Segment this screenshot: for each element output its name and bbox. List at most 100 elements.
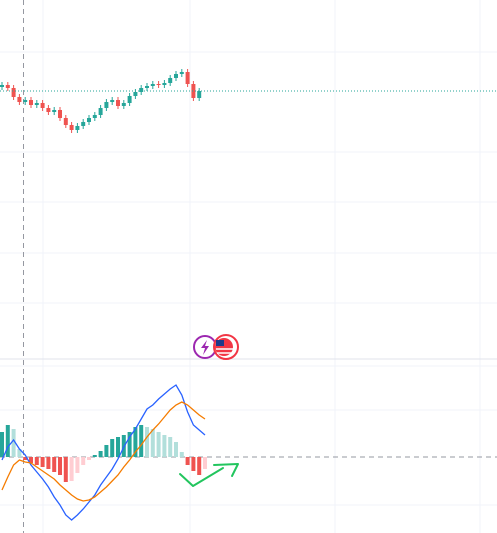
- histogram-bar: [58, 457, 62, 475]
- histogram-bar: [29, 457, 33, 463]
- histogram-bar: [11, 429, 16, 457]
- candle-body: [168, 78, 173, 83]
- candle-body: [104, 102, 109, 108]
- candle: [174, 71, 178, 81]
- candle-body: [116, 100, 120, 106]
- candle-body: [5, 85, 10, 88]
- histogram-bar: [34, 457, 39, 465]
- candle: [75, 123, 80, 133]
- histogram-bar: [46, 457, 51, 469]
- candle-body: [139, 88, 144, 92]
- candle: [17, 94, 22, 105]
- histogram-bar: [162, 435, 167, 457]
- macd-line: [1, 384, 206, 521]
- candle: [46, 105, 51, 115]
- histogram-bar: [145, 427, 149, 457]
- histogram-bar: [0, 432, 4, 457]
- candle: [104, 99, 109, 111]
- histogram-bar: [52, 457, 57, 472]
- candle-body: [58, 110, 62, 118]
- histogram-bar: [87, 457, 91, 460]
- candle: [110, 97, 115, 105]
- candle: [87, 115, 91, 125]
- event-icons[interactable]: [193, 334, 239, 360]
- candle: [58, 107, 62, 121]
- candle-body: [145, 86, 149, 88]
- candle: [150, 81, 155, 89]
- histogram-bar: [133, 427, 138, 457]
- histogram-bar: [156, 432, 161, 457]
- candle: [191, 81, 196, 101]
- candle-body: [11, 88, 16, 97]
- candle-body: [197, 91, 202, 98]
- candle: [168, 75, 173, 86]
- histogram-bar: [69, 457, 74, 481]
- histogram-bar: [174, 442, 178, 457]
- candle: [121, 100, 126, 109]
- histogram-bar: [203, 457, 207, 469]
- candle-body: [29, 100, 33, 105]
- histogram-bar: [150, 429, 155, 457]
- histogram-bar: [17, 449, 22, 457]
- candle: [116, 97, 120, 109]
- histogram-bar: [75, 457, 80, 473]
- histogram-bar: [81, 457, 86, 465]
- candle: [63, 115, 68, 128]
- histogram-bar: [5, 425, 10, 457]
- candle-body: [34, 103, 39, 105]
- candle-body: [121, 103, 126, 106]
- candle-body: [185, 72, 190, 84]
- candle: [156, 81, 161, 88]
- histogram-bar: [191, 457, 196, 471]
- candle: [52, 107, 57, 115]
- candle-body: [92, 115, 97, 118]
- macd-line: [1, 401, 206, 502]
- candle: [5, 82, 10, 91]
- candle-body: [23, 100, 28, 102]
- candle: [29, 97, 33, 108]
- candle: [139, 85, 144, 95]
- candle-body: [156, 84, 161, 85]
- histogram-bar: [116, 437, 120, 457]
- candle-body: [191, 84, 196, 98]
- histogram-bar: [104, 445, 109, 457]
- histogram-bar: [23, 457, 28, 460]
- histogram-bar: [168, 437, 173, 457]
- candle-body: [179, 72, 184, 74]
- candle-body: [98, 108, 103, 115]
- event-icon-bolt: [201, 340, 209, 355]
- flag-canton: [216, 340, 224, 346]
- candle: [127, 93, 132, 106]
- histogram-bar: [197, 457, 202, 475]
- candle-body: [133, 92, 138, 96]
- candle: [179, 69, 184, 77]
- candle: [98, 105, 103, 118]
- candle-body: [81, 122, 86, 126]
- annotation-arrow: [179, 463, 239, 487]
- candle-body: [63, 118, 68, 125]
- candle-body: [162, 83, 167, 85]
- candle-body: [52, 110, 57, 112]
- candle-body: [127, 96, 132, 103]
- candle: [69, 122, 74, 133]
- histogram-bar: [179, 452, 184, 457]
- candle: [23, 97, 28, 105]
- candle: [81, 119, 86, 129]
- candle: [162, 80, 167, 88]
- histogram-bar: [110, 439, 115, 457]
- candle-body: [110, 100, 115, 102]
- histogram-bar: [98, 451, 103, 457]
- candle: [34, 100, 39, 108]
- panes: [0, 69, 497, 521]
- candle-body: [17, 97, 22, 102]
- candle-body: [150, 84, 155, 86]
- histogram-bar: [127, 432, 132, 457]
- candle: [185, 69, 190, 87]
- histogram-bar: [40, 457, 45, 467]
- histogram-bar: [92, 455, 97, 457]
- candle-body: [46, 108, 51, 112]
- histogram-bar: [63, 457, 68, 482]
